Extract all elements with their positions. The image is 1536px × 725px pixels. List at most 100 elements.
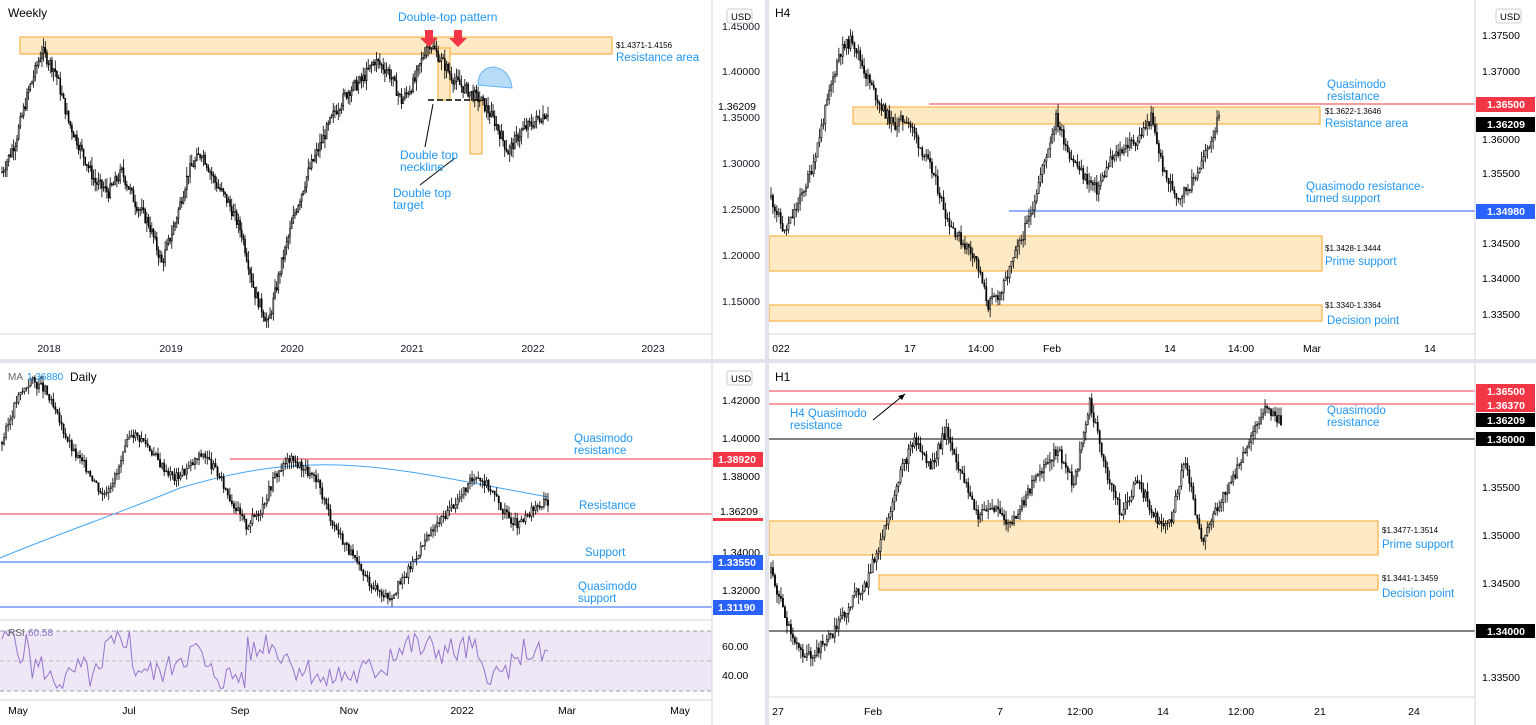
daily-y-tick: 1.32000 <box>722 585 760 597</box>
candle-body <box>1010 261 1013 267</box>
currency-button[interactable] <box>726 8 753 24</box>
candle-body <box>1084 424 1087 433</box>
weekly-x-tick: 2019 <box>159 343 183 355</box>
candle-body <box>435 48 438 52</box>
currency-button[interactable] <box>726 370 753 386</box>
candle-body <box>52 68 55 72</box>
candle-body <box>1210 141 1213 148</box>
candle-body <box>472 90 474 101</box>
candle-body <box>469 477 471 484</box>
candle-body <box>311 472 313 475</box>
currency-label[interactable]: USD <box>731 12 751 23</box>
candle-body <box>1115 151 1118 156</box>
candle-body <box>312 159 315 162</box>
candle-body <box>973 256 976 259</box>
candle-body <box>1176 492 1179 497</box>
candle-body <box>950 225 953 228</box>
candle-body <box>1175 193 1178 199</box>
candle-body <box>925 454 928 464</box>
candle-body <box>841 44 844 57</box>
candle-body <box>792 633 794 639</box>
candle-body <box>16 138 18 147</box>
candle-body <box>79 454 81 459</box>
candle-body <box>1119 149 1121 156</box>
candle-body <box>493 490 496 495</box>
candle-body <box>889 511 892 518</box>
candle-body <box>789 216 792 224</box>
weekly-panel: Weekly Double-top pattern $1.4371-1.4156… <box>0 0 765 359</box>
h4-tag-price <box>1476 117 1535 132</box>
h4-x-tick: Mar <box>1303 343 1322 355</box>
candle-body <box>131 187 133 191</box>
candle-body <box>21 391 24 393</box>
candle-body <box>1003 514 1005 521</box>
candle-body <box>803 656 806 658</box>
candle-body <box>344 92 346 95</box>
candle-body <box>1121 149 1123 154</box>
candle-body <box>1080 442 1083 451</box>
candle-body <box>419 63 421 66</box>
candle-body <box>534 505 537 511</box>
candle-body <box>54 68 57 72</box>
candle-body <box>907 448 910 465</box>
candle-body <box>261 503 264 515</box>
candle-body <box>40 382 42 385</box>
h1-h4-qm-label: H4 Quasimodo resistance <box>790 408 867 432</box>
candle-body <box>294 460 297 463</box>
candle-body <box>1157 143 1160 154</box>
candle-body <box>350 549 352 555</box>
candle-body <box>357 82 360 91</box>
candle-body <box>463 84 466 93</box>
currency-label[interactable]: USD <box>731 374 751 385</box>
candle-body <box>36 64 38 67</box>
candle-body <box>971 495 974 500</box>
candle-body <box>446 510 449 519</box>
candle-body <box>1132 483 1135 497</box>
ma-value: 1.36880 <box>27 372 64 383</box>
candle-body <box>867 572 870 588</box>
candle-body <box>411 561 414 570</box>
candle-body <box>1098 430 1101 444</box>
candle-body <box>480 96 483 102</box>
candle-body <box>776 585 778 595</box>
candle-body <box>1020 239 1023 241</box>
candle-body <box>279 273 281 276</box>
candle-body <box>423 539 426 546</box>
candle-body <box>1200 160 1203 169</box>
candle-body <box>1158 520 1161 525</box>
candle-body <box>126 438 129 447</box>
weekly-x-tick: 2021 <box>400 343 424 355</box>
candle-body <box>1004 276 1007 281</box>
candle-body <box>308 472 311 476</box>
h4-qm-turned-label: Quasimodo resistance-turned support <box>1306 181 1424 205</box>
candle-body <box>532 506 535 511</box>
h4-qm-pointer <box>872 393 906 421</box>
currency-button[interactable] <box>1495 8 1522 24</box>
candle-body <box>167 470 170 476</box>
candle-body <box>68 440 71 442</box>
candle-body <box>375 59 378 66</box>
candle-body <box>458 79 461 85</box>
currency-label[interactable]: USD <box>1500 12 1520 23</box>
candle-body <box>965 481 968 484</box>
candle-body <box>1152 512 1155 517</box>
candle-body <box>93 480 96 482</box>
candle-body <box>251 514 254 524</box>
candle-body <box>132 434 135 438</box>
candle-body <box>892 117 895 123</box>
candle-body <box>17 126 20 140</box>
candle-body <box>1187 189 1189 192</box>
candle-body <box>991 295 993 300</box>
candle-body <box>71 125 73 133</box>
candle-body <box>315 149 318 156</box>
candle-body <box>508 146 511 155</box>
candle-body <box>380 591 383 596</box>
weekly-y-tick: 1.20000 <box>722 250 760 262</box>
candle-body <box>843 612 846 618</box>
candle-body <box>797 643 800 648</box>
candle-body <box>847 607 850 614</box>
candle-body <box>883 525 886 538</box>
candle-body <box>935 458 938 463</box>
candle-body <box>1276 415 1278 423</box>
candle-body <box>824 104 827 124</box>
